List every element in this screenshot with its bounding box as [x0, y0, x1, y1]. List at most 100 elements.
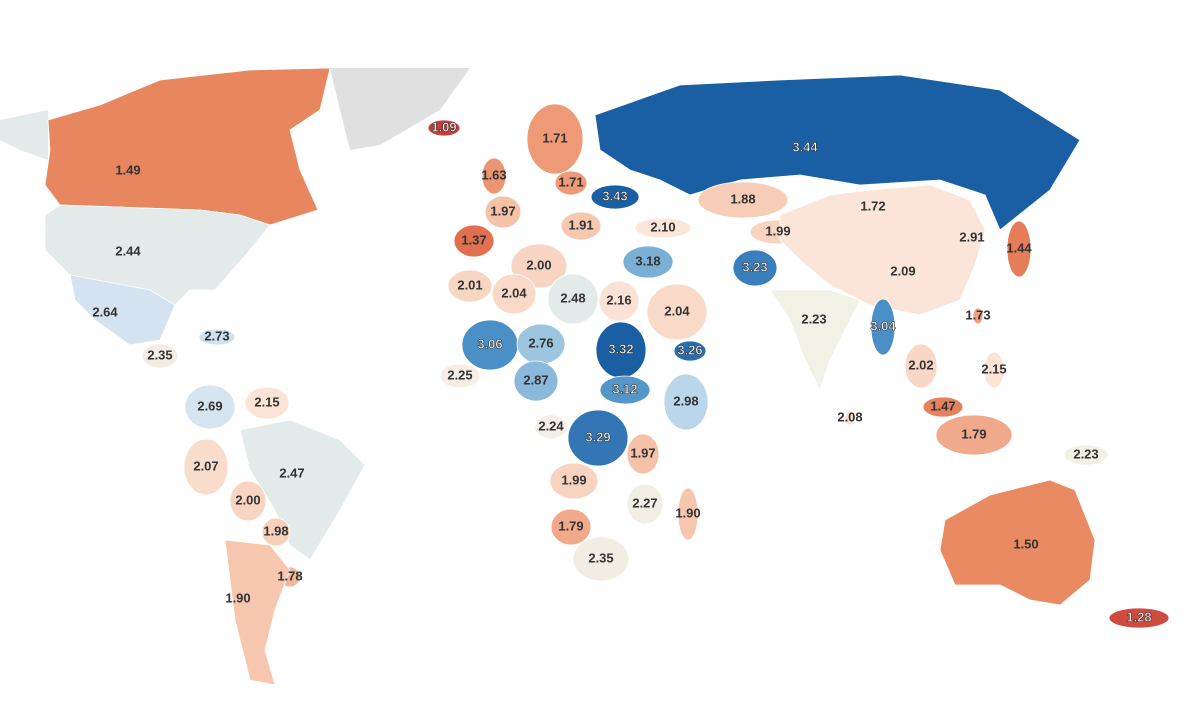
value-label: 2.04 — [664, 303, 690, 318]
region — [481, 157, 507, 195]
region — [972, 307, 984, 325]
value-label: 3.44 — [792, 139, 818, 154]
value-label: 1.37 — [461, 232, 486, 247]
value-label: 1.71 — [542, 130, 567, 145]
value-label: 1.71 — [558, 174, 583, 189]
value-label: 1.99 — [765, 223, 790, 238]
region — [769, 289, 861, 392]
value-label: 1.97 — [490, 203, 515, 218]
value-label: 1.97 — [630, 445, 655, 460]
value-label: 2.07 — [193, 458, 218, 473]
value-label: 2.27 — [632, 495, 657, 510]
value-label: 1.90 — [675, 505, 700, 520]
value-label: 2.04 — [501, 285, 527, 300]
value-label: 3.23 — [742, 259, 767, 274]
value-label: 2.02 — [908, 357, 933, 372]
labels: 1.49 2.44 2.64 2.73 2.35 2.69 2.15 2.07 2.47 2.00… — [92, 119, 1152, 625]
region — [1063, 444, 1109, 466]
region — [453, 224, 495, 258]
region — [922, 396, 964, 418]
alaska — [0, 110, 48, 160]
value-label: 2.15 — [981, 361, 1006, 376]
value-label: 1.78 — [277, 568, 302, 583]
value-label: 1.90 — [225, 590, 250, 605]
value-label: 1.63 — [481, 167, 506, 182]
region — [779, 184, 986, 316]
region — [447, 269, 493, 303]
region — [939, 479, 1096, 606]
region — [560, 211, 602, 241]
value-label: 1.99 — [561, 472, 586, 487]
region — [646, 283, 708, 341]
region — [534, 414, 568, 440]
region — [673, 340, 707, 362]
region — [141, 343, 179, 369]
value-label: 2.23 — [801, 311, 826, 326]
value-label: 2.87 — [523, 372, 548, 387]
value-label: 1.28 — [1126, 609, 1151, 624]
region — [572, 536, 630, 582]
value-label: 2.08 — [837, 409, 862, 424]
region — [439, 363, 481, 389]
region — [983, 351, 1005, 389]
value-label: 3.43 — [602, 188, 627, 203]
value-label: 1.72 — [860, 198, 885, 213]
value-label: 2.76 — [528, 335, 553, 350]
value-label: 2.09 — [890, 263, 915, 278]
value-label: 1.88 — [730, 191, 755, 206]
value-label: 2.35 — [147, 347, 172, 362]
value-label: 2.16 — [606, 292, 631, 307]
value-label: 1.73 — [965, 307, 990, 322]
region — [622, 245, 674, 279]
region — [427, 119, 461, 137]
value-label: 2.35 — [588, 550, 613, 565]
value-label: 2.73 — [204, 328, 229, 343]
region — [244, 386, 290, 420]
value-label: 2.48 — [560, 290, 585, 305]
region — [732, 249, 778, 287]
region — [550, 508, 592, 546]
region — [491, 273, 537, 315]
value-label: 1.47 — [930, 398, 955, 413]
region — [697, 181, 789, 219]
region — [844, 410, 856, 426]
region — [599, 375, 651, 405]
region — [870, 298, 896, 356]
value-label: 2.01 — [457, 277, 482, 292]
value-label: 2.98 — [673, 393, 698, 408]
region — [229, 480, 267, 522]
value-label: 2.00 — [526, 257, 551, 272]
value-label: 3.26 — [677, 342, 702, 357]
region — [547, 273, 599, 325]
region — [554, 170, 588, 196]
region — [549, 462, 599, 500]
value-label: 2.91 — [959, 229, 984, 244]
region — [594, 74, 1081, 231]
region — [69, 274, 176, 346]
value-label: 2.25 — [447, 367, 472, 382]
value-label: 1.79 — [961, 426, 986, 441]
region — [44, 67, 331, 226]
value-label: 2.64 — [92, 304, 118, 319]
value-label: 1.44 — [1006, 240, 1032, 255]
regions — [44, 67, 1170, 686]
region — [1108, 607, 1170, 629]
region — [590, 184, 640, 210]
region — [526, 103, 584, 175]
region — [261, 517, 291, 547]
region — [184, 384, 236, 430]
value-label: 3.12 — [612, 381, 637, 396]
region — [935, 414, 1013, 456]
region — [1006, 220, 1032, 278]
value-label: 2.69 — [197, 398, 222, 413]
region — [626, 433, 660, 475]
region — [44, 204, 271, 306]
value-label: 2.24 — [538, 418, 564, 433]
region — [224, 539, 291, 686]
value-label: 1.49 — [115, 162, 140, 177]
region — [634, 217, 692, 239]
value-label: 2.44 — [115, 243, 141, 258]
value-label: 1.50 — [1013, 536, 1038, 551]
region — [198, 328, 236, 346]
